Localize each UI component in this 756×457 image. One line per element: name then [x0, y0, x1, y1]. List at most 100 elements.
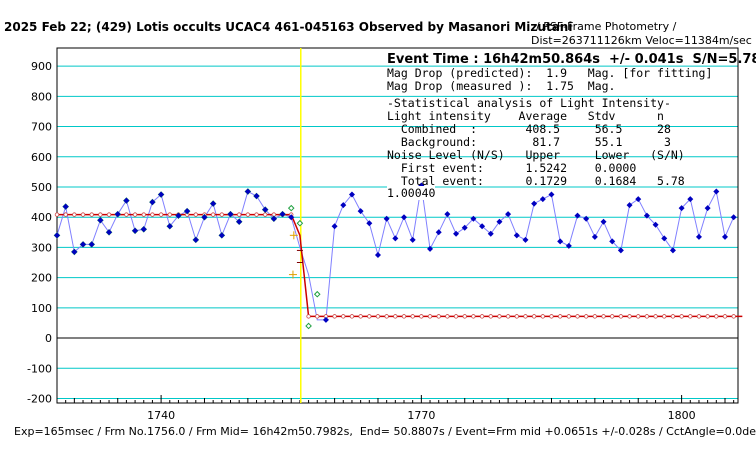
model-point: [427, 314, 433, 319]
observed-point: [678, 205, 685, 212]
model-point: [453, 314, 459, 319]
noise-level-header: Noise Level (N/S) Upper Lower (S/N): [387, 148, 685, 162]
observed-point: [348, 191, 355, 198]
model-point: [106, 212, 112, 217]
model-point: [670, 314, 676, 319]
observed-point: [97, 217, 104, 224]
observed-point: [383, 215, 390, 222]
model-point: [714, 314, 719, 319]
model-point: [557, 314, 563, 319]
model-point: [375, 314, 381, 319]
model-point: [89, 212, 94, 217]
observed-point: [106, 229, 113, 236]
x-tick-label: 1770: [407, 409, 435, 422]
event-time: Event Time : 16h42m50.864s +/- 0.041s S/…: [387, 52, 756, 67]
model-point: [150, 212, 155, 217]
model-point: [601, 314, 606, 319]
model-point: [705, 314, 710, 319]
stats-section-title: -Statistical analysis of Light Intensity…: [387, 96, 671, 110]
observed-point: [149, 199, 156, 206]
observed-point: [721, 233, 728, 240]
model-point: [141, 212, 146, 217]
model-point: [549, 314, 554, 319]
y-tick-label: 400: [31, 211, 52, 224]
observed-point: [427, 245, 434, 252]
observed-point: [513, 232, 520, 239]
y-tick-label: 700: [31, 121, 52, 134]
observed-point: [114, 211, 121, 218]
observed-point: [184, 208, 191, 215]
observed-point: [253, 193, 260, 200]
plot-frame: [56, 47, 739, 404]
model-point: [219, 212, 225, 217]
model-point: [245, 212, 251, 217]
observed-point: [591, 233, 598, 240]
model-point: [167, 212, 172, 217]
stats-combined: Combined : 408.5 56.5 28: [387, 122, 671, 136]
model-point: [618, 314, 624, 319]
chart-subtitle: / PSF-Frame Photometry /: [536, 20, 677, 33]
model-point: [80, 212, 86, 217]
observed-point: [643, 212, 650, 219]
observed-point: [617, 247, 624, 254]
model-point: [688, 314, 693, 319]
model-point: [662, 314, 667, 319]
model-point: [306, 314, 311, 319]
observed-point: [730, 214, 737, 221]
model-point: [636, 314, 641, 319]
observed-point: [132, 227, 139, 234]
model-point: [341, 314, 346, 319]
observed-point: [227, 211, 234, 218]
model-point: [158, 212, 164, 217]
observed-point: [669, 247, 676, 254]
model-point: [679, 314, 684, 319]
y-tick-label: 0: [45, 332, 52, 345]
observed-point: [166, 223, 173, 230]
observed-point: [201, 214, 208, 221]
observed-point: [435, 229, 442, 236]
model-point: [401, 314, 407, 319]
observed-point: [487, 230, 494, 237]
model-point: [349, 314, 355, 319]
model-point: [419, 314, 424, 319]
observed-point: [453, 230, 460, 237]
observed-point: [331, 223, 338, 230]
model-point: [471, 314, 476, 319]
y-tick-label: 200: [31, 272, 52, 285]
chart-title: 2025 Feb 22; (429) Lotis occults UCAC4 4…: [4, 20, 573, 34]
x-tick-label: 1740: [147, 409, 175, 422]
observed-point: [62, 203, 69, 210]
observed-point: [531, 200, 538, 207]
y-tick-label: 300: [31, 241, 52, 254]
model-point: [410, 314, 415, 319]
observed-series-line: [56, 185, 735, 321]
model-point: [488, 314, 493, 319]
model-point: [367, 314, 372, 319]
observed-point: [470, 215, 477, 222]
x-tick-label: 1800: [668, 409, 696, 422]
comparison-point: [305, 322, 312, 330]
observed-point: [140, 226, 147, 233]
y-tick-label: -200: [27, 392, 52, 405]
y-tick-label: 800: [31, 90, 52, 103]
observed-point: [322, 316, 329, 323]
observed-point: [218, 232, 225, 239]
model-point: [523, 314, 528, 319]
model-point: [497, 314, 502, 319]
observed-point: [175, 212, 182, 219]
comparison-point: [296, 219, 304, 227]
comparison-point: [287, 204, 295, 212]
observed-point: [609, 238, 616, 245]
model-point: [462, 314, 467, 319]
observed-point: [496, 218, 503, 225]
observed-point: [687, 196, 694, 203]
observed-point: [244, 188, 251, 195]
model-point: [566, 314, 572, 319]
model-line: [57, 213, 743, 318]
model-point: [98, 212, 103, 217]
observed-point: [158, 191, 165, 198]
model-point: [63, 212, 68, 217]
model-point: [627, 314, 632, 319]
ratio-label: 1.00040: [387, 186, 436, 200]
observed-point: [661, 235, 668, 242]
